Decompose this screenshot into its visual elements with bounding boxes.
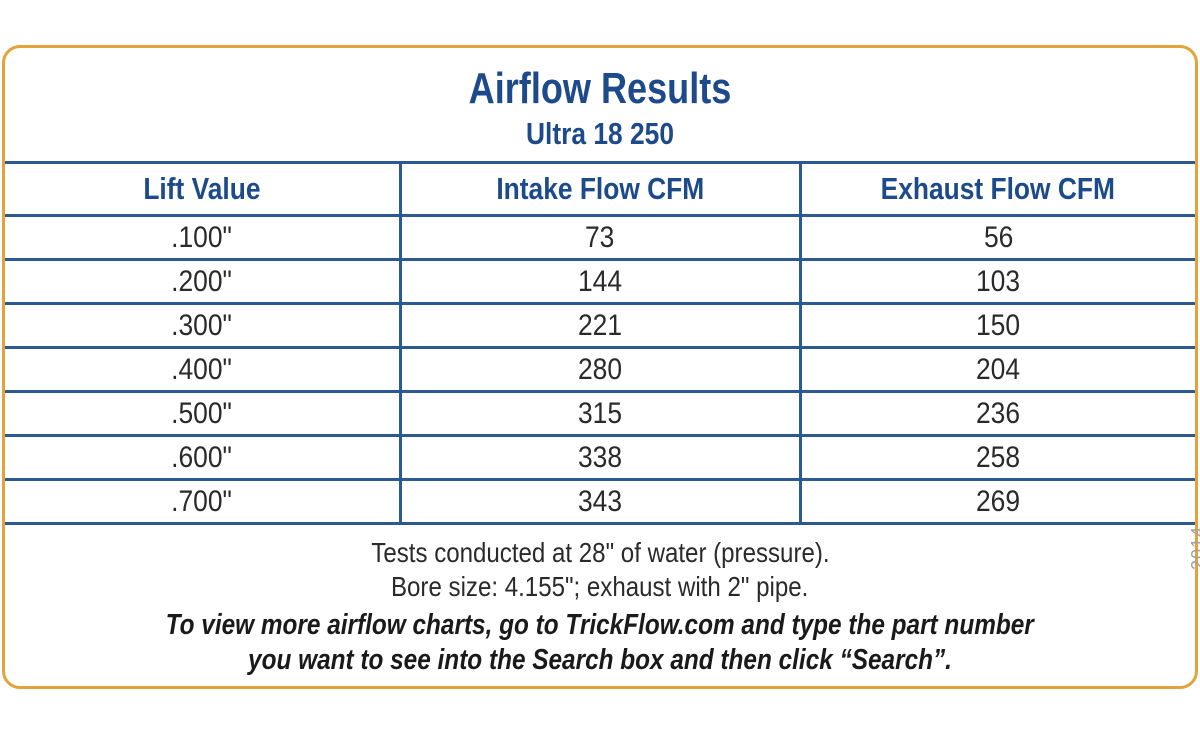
table-row: .100" 73 56	[5, 215, 1195, 261]
exhaust-flow-cell: 204	[798, 347, 1195, 393]
exhaust-flow-cell: 236	[798, 391, 1195, 437]
exhaust-flow-cell: 56	[798, 215, 1195, 261]
table-row: .300" 221 150	[5, 303, 1195, 349]
table-row: .400" 280 204	[5, 347, 1195, 393]
table-row: .700" 343 269	[5, 479, 1195, 525]
exhaust-flow-cell: 269	[798, 479, 1195, 525]
exhaust-flow-cell: 150	[798, 303, 1195, 349]
intake-flow-cell: 221	[398, 303, 800, 349]
column-header-exhaust: Exhaust Flow CFM	[798, 162, 1195, 217]
table-row: .500" 315 236	[5, 391, 1195, 437]
table-row: .200" 144 103	[5, 259, 1195, 305]
intake-flow-cell: 315	[398, 391, 800, 437]
lift-value-cell: .600"	[5, 435, 400, 481]
lift-value-cell: .500"	[5, 391, 400, 437]
search-instructions-line-1: To view more airflow charts, go to Trick…	[165, 609, 1035, 641]
exhaust-flow-cell: 258	[798, 435, 1195, 481]
intake-flow-cell: 280	[398, 347, 800, 393]
airflow-table: Lift Value Intake Flow CFM Exhaust Flow …	[5, 161, 1195, 525]
table-row: .600" 338 258	[5, 435, 1195, 481]
intake-flow-cell: 338	[398, 435, 800, 481]
lift-value-cell: .300"	[5, 303, 400, 349]
intake-flow-cell: 73	[398, 215, 800, 261]
intake-flow-cell: 343	[398, 479, 800, 525]
bore-size-note: Bore size: 4.155"; exhaust with 2" pipe.	[391, 571, 809, 602]
column-header-intake: Intake Flow CFM	[398, 162, 800, 217]
column-header-lift: Lift Value	[5, 162, 400, 217]
lift-value-cell: .200"	[5, 259, 400, 305]
exhaust-flow-cell: 103	[798, 259, 1195, 305]
lift-value-cell: .400"	[5, 347, 400, 393]
chart-subtitle: Ultra 18 250	[526, 116, 674, 151]
airflow-results-card: Airflow Results Ultra 18 250 Lift Value …	[2, 45, 1198, 689]
search-instructions-line-2: you want to see into the Search box and …	[248, 644, 952, 676]
chart-title: Airflow Results	[468, 64, 732, 113]
test-conditions-note: Tests conducted at 28" of water (pressur…	[370, 537, 830, 568]
year-mark: 2014	[1188, 525, 1200, 570]
lift-value-cell: .700"	[5, 479, 400, 525]
table-header-row: Lift Value Intake Flow CFM Exhaust Flow …	[5, 162, 1195, 217]
lift-value-cell: .100"	[5, 215, 400, 261]
intake-flow-cell: 144	[398, 259, 800, 305]
